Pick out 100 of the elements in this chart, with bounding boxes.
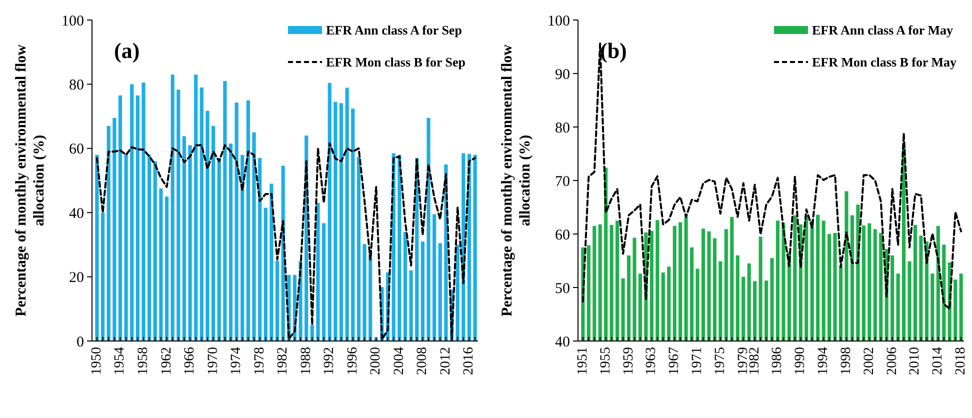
bar	[246, 100, 250, 341]
x-tick-label: 1974	[229, 347, 244, 375]
x-tick-label: 1975	[712, 347, 728, 375]
bar	[182, 136, 186, 341]
bar	[112, 118, 116, 341]
bar	[322, 223, 326, 341]
bar	[345, 88, 349, 341]
annotation: (b)	[600, 38, 627, 63]
x-tick-label: 1988	[298, 347, 314, 375]
y-tick-label: 50	[555, 280, 570, 297]
bar	[473, 154, 477, 341]
x-tick-label: 1978	[252, 347, 268, 375]
x-tick-label: 1959	[621, 347, 636, 375]
x-tick-label: 1996	[345, 347, 360, 375]
x-tick-label: 1962	[159, 347, 174, 375]
x-tick-label: 1967	[667, 347, 682, 375]
x-tick-label: 1986	[770, 347, 786, 375]
x-tick-label: 2008	[415, 347, 430, 375]
x-tick-label: 1998	[838, 347, 854, 375]
bar	[356, 157, 361, 341]
bar	[351, 108, 355, 341]
bar	[316, 202, 320, 341]
x-tick-label: 2004	[392, 347, 407, 375]
bar	[252, 132, 256, 341]
y-tick-label: 70	[555, 174, 570, 190]
bar	[328, 82, 332, 341]
y-tick-label: 100	[62, 13, 84, 30]
y-tick-label: 80	[69, 77, 84, 94]
bar	[106, 126, 110, 341]
bar	[432, 214, 436, 341]
legend-label: EFR Mon class B for May	[812, 54, 958, 70]
bar	[142, 82, 146, 341]
x-tick-label: 2014	[930, 347, 946, 375]
x-tick-label: 1955	[598, 347, 614, 375]
line-series	[582, 42, 962, 310]
y-tick-label: 0	[76, 334, 84, 350]
x-tick-label: 1963	[644, 347, 660, 375]
bar	[234, 102, 238, 341]
bar	[95, 154, 99, 341]
x-tick-label: 1982	[747, 347, 762, 375]
bar	[409, 270, 413, 341]
x-tick-label: 2006	[884, 347, 900, 375]
y-tick-label: 80	[555, 120, 570, 136]
y-tick-label: 40	[555, 334, 570, 350]
bar	[426, 118, 430, 341]
bar	[170, 74, 174, 341]
bar	[403, 232, 408, 341]
bar	[398, 154, 402, 341]
y-tick-label: 60	[555, 227, 570, 244]
line-series	[96, 142, 476, 340]
bar	[264, 208, 268, 341]
bar	[194, 74, 198, 341]
x-tick-label: 1966	[182, 347, 198, 375]
legend-label: EFR Mon class B for Sep	[326, 54, 466, 70]
x-tick-label: 2010	[908, 347, 923, 375]
x-tick-label: 1954	[112, 347, 128, 375]
bar	[420, 241, 424, 341]
annotation: (a)	[114, 38, 140, 63]
bar	[148, 154, 152, 341]
bar	[339, 103, 344, 341]
x-tick-label: 1958	[136, 347, 151, 375]
bar	[164, 196, 169, 341]
bar	[258, 158, 262, 341]
bar	[223, 80, 227, 341]
y-tick-label: 60	[69, 142, 84, 158]
y-axis-title: Percentage of monthly environmental flow allocation (%)	[14, 44, 48, 316]
bar	[136, 95, 140, 341]
bar	[456, 244, 460, 341]
bar	[153, 161, 157, 341]
y-tick-label: 90	[555, 66, 570, 83]
x-tick-label: 1992	[322, 347, 338, 375]
bar	[206, 110, 210, 341]
bar	[188, 145, 192, 341]
x-tick-label: 2012	[438, 347, 454, 375]
bar	[118, 95, 122, 341]
x-tick-label: 2018	[954, 347, 969, 375]
bar	[217, 158, 221, 341]
x-tick-label: 1971	[690, 347, 706, 375]
bar	[211, 126, 216, 341]
legend-label: EFR Ann class A for May	[812, 22, 954, 38]
x-tick-label: 1970	[206, 347, 221, 375]
y-axis-title: Percentage of monthly environmental flow allocation (%)	[500, 44, 534, 316]
y-tick-label: 100	[548, 13, 570, 30]
bar	[130, 84, 134, 341]
bar	[124, 154, 128, 341]
bar	[334, 102, 338, 341]
y-tick-label: 40	[69, 206, 84, 222]
x-tick-label: 2000	[368, 347, 384, 375]
x-tick-label: 2016	[462, 347, 477, 375]
x-tick-label: 1994	[816, 347, 832, 375]
bar	[438, 243, 442, 341]
x-tick-label: 1951	[575, 347, 590, 375]
y-tick-label: 20	[69, 270, 84, 286]
x-tick-label: 2002	[862, 347, 877, 375]
bar	[228, 144, 233, 341]
x-tick-label: 1990	[793, 347, 808, 375]
bar	[176, 90, 180, 341]
legend-label: EFR Ann class A for Sep	[326, 22, 462, 38]
bar	[159, 188, 163, 341]
bar	[362, 244, 366, 341]
